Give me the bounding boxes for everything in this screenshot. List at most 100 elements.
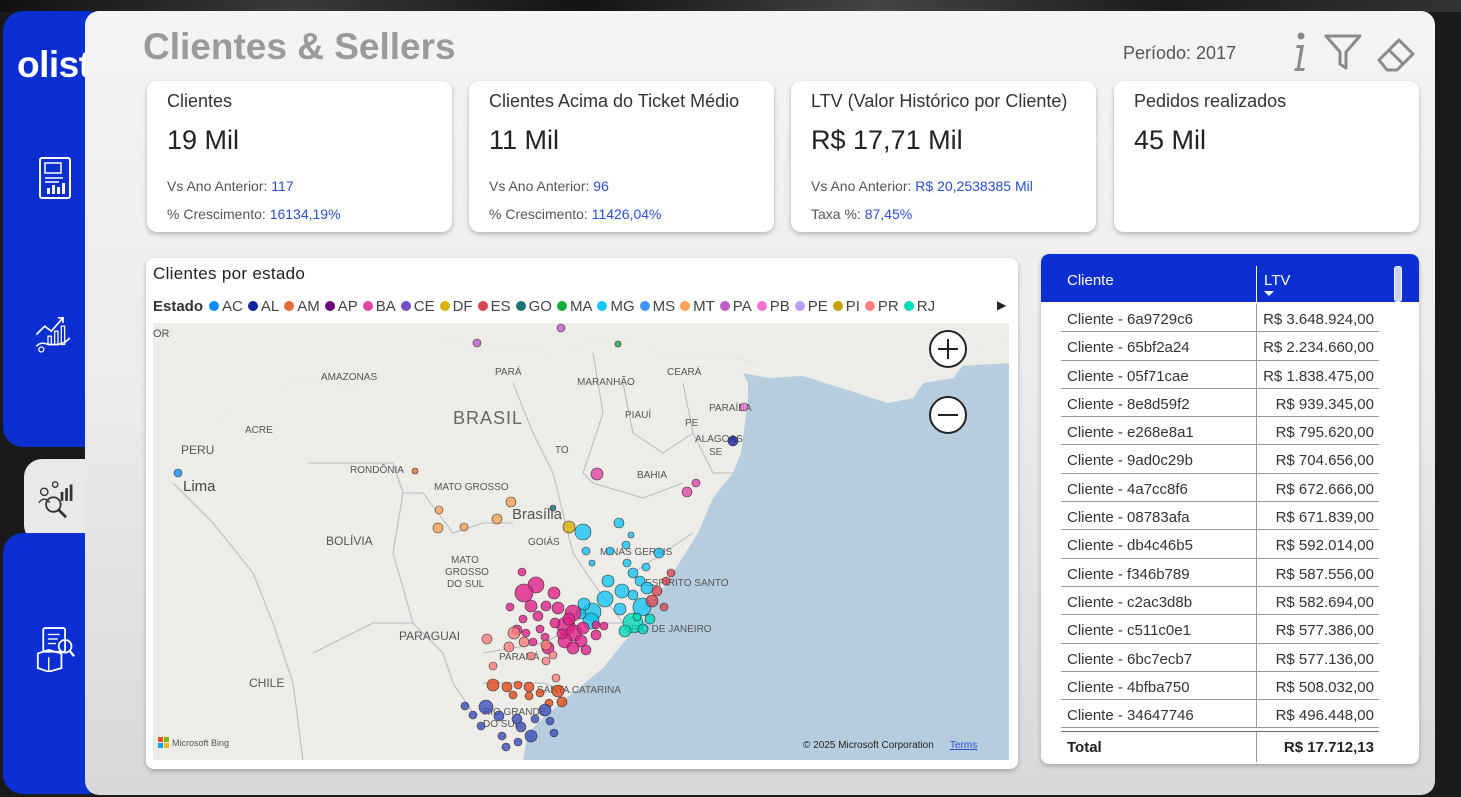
sort-desc-icon[interactable]: [1264, 291, 1274, 296]
map-bubble-sp[interactable]: [591, 620, 601, 630]
map-bubble-rs[interactable]: [497, 731, 507, 741]
map-bubble-mg[interactable]: [601, 574, 615, 588]
map-bubble-pr[interactable]: [503, 641, 515, 653]
map-bubble-mg[interactable]: [614, 583, 630, 599]
table-row[interactable]: Cliente - c511c0e1 R$ 577.386,00: [1061, 615, 1379, 644]
map-bubble-pr[interactable]: [488, 661, 498, 671]
map-bubble-es[interactable]: [666, 568, 676, 578]
legend-item-ms[interactable]: MS: [639, 298, 675, 315]
map-bubble-sp[interactable]: [556, 628, 568, 640]
map-bubble-rs[interactable]: [515, 721, 527, 733]
map-bubble-rs[interactable]: [501, 742, 511, 752]
map-bubble-rs[interactable]: [538, 703, 552, 717]
map-bubble-mg[interactable]: [627, 589, 639, 601]
map-bubble-sp[interactable]: [518, 614, 528, 624]
map-bubble-sp[interactable]: [590, 629, 602, 641]
map-bubble-sc[interactable]: [486, 678, 500, 692]
map-bubble-es[interactable]: [661, 576, 671, 586]
map-bubble-pb[interactable]: [739, 402, 749, 412]
map-bubble-pr[interactable]: [541, 656, 551, 666]
map-bubble-df[interactable]: [562, 520, 576, 534]
map-bubble-sc[interactable]: [556, 696, 568, 708]
map-bubble-ba[interactable]: [590, 467, 604, 481]
map-bubble-es[interactable]: [659, 602, 669, 612]
map-bubble-sp[interactable]: [524, 599, 538, 613]
map-bubble-rs[interactable]: [549, 728, 559, 738]
map-bubble-sp[interactable]: [535, 624, 545, 634]
map-bubble-sp[interactable]: [566, 641, 580, 655]
map-bubble-pr[interactable]: [551, 673, 561, 683]
legend-item-ap[interactable]: AP: [324, 298, 358, 315]
map-svg[interactable]: DOR AMAZONAS PARÁ MARANHÃO CEARÁ BRASIL …: [153, 323, 1009, 760]
table-row[interactable]: Cliente - 08783afa R$ 671.839,00: [1061, 502, 1379, 531]
map-bubble-rs[interactable]: [545, 716, 555, 726]
legend-item-mg[interactable]: MG: [597, 298, 635, 315]
map-bubble-es[interactable]: [645, 594, 659, 608]
map-bubble-rs[interactable]: [478, 699, 494, 715]
map-bubble-sp[interactable]: [514, 583, 534, 603]
map-bubble-mt[interactable]: [459, 522, 469, 532]
map-bubble-sp[interactable]: [576, 621, 590, 635]
map-bubble-rs[interactable]: [460, 701, 470, 711]
map-bubble-sc[interactable]: [508, 690, 518, 700]
legend-item-rj[interactable]: RJ: [903, 298, 935, 315]
legend-item-am[interactable]: AM: [284, 298, 320, 315]
table-row[interactable]: Cliente - db4c46b5 R$ 592.014,00: [1061, 530, 1379, 559]
map-bubble-rj[interactable]: [632, 612, 642, 622]
map-bubble-rs[interactable]: [524, 729, 538, 743]
map-bubble-sp[interactable]: [540, 600, 552, 612]
map-bubble-es[interactable]: [651, 585, 663, 597]
map-bubble-pr[interactable]: [540, 639, 552, 651]
table-row[interactable]: Cliente - 05f71cae R$ 1.838.475,00: [1061, 360, 1379, 389]
map-bubble-mg[interactable]: [574, 523, 592, 541]
map-bubble-mg[interactable]: [640, 581, 654, 595]
filter-icon[interactable]: [1323, 30, 1363, 74]
map-bubble-rj[interactable]: [618, 624, 632, 638]
table-row[interactable]: Cliente - 6a9729c6 R$ 3.648.924,00: [1061, 304, 1379, 333]
map-bubble-ba[interactable]: [681, 486, 693, 498]
map-bubble-sc[interactable]: [551, 684, 565, 698]
map-bubble-mg[interactable]: [653, 547, 665, 559]
eraser-icon[interactable]: [1375, 30, 1419, 74]
map-bubble-go[interactable]: [549, 504, 557, 512]
legend-item-ac[interactable]: AC: [209, 298, 243, 315]
map-bubble-rs[interactable]: [468, 710, 478, 720]
map-bubble-mt[interactable]: [432, 522, 444, 534]
legend-item-pb[interactable]: PB: [756, 298, 790, 315]
info-icon[interactable]: [1289, 30, 1311, 74]
table-row[interactable]: Cliente - 34647746 R$ 496.448,00: [1061, 700, 1379, 729]
map-bubble-pr[interactable]: [518, 636, 530, 648]
map-bubble-rs[interactable]: [493, 710, 505, 722]
legend-item-pr[interactable]: PR: [864, 298, 899, 315]
inventory-box-icon[interactable]: [36, 626, 76, 672]
legend-item-go[interactable]: GO: [515, 298, 552, 315]
legend-item-ce[interactable]: CE: [400, 298, 435, 315]
map-bubble-pr[interactable]: [481, 633, 493, 645]
map-bubble-mt[interactable]: [505, 496, 517, 508]
zoom-in-button[interactable]: [929, 330, 967, 368]
map-bubble-sp[interactable]: [580, 644, 592, 656]
map-bubble-rj[interactable]: [644, 613, 656, 625]
map-terms-link[interactable]: Terms: [950, 740, 977, 751]
map-bubble-sp[interactable]: [551, 601, 565, 615]
zoom-out-button[interactable]: [929, 396, 967, 434]
map-bubble-pa[interactable]: [556, 323, 566, 333]
map-bubble-pr[interactable]: [526, 651, 536, 661]
map-bubble-sp[interactable]: [599, 621, 609, 631]
table-row[interactable]: Cliente - 6bc7ecb7 R$ 577.136,00: [1061, 643, 1379, 672]
column-header-ltv[interactable]: LTV: [1264, 272, 1291, 289]
legend-item-df[interactable]: DF: [439, 298, 473, 315]
table-row[interactable]: Cliente - 4bfba750 R$ 508.032,00: [1061, 671, 1379, 701]
table-row[interactable]: Cliente - c2ac3d8b R$ 582.694,00: [1061, 586, 1379, 616]
map-bubble-sp[interactable]: [532, 610, 544, 622]
map-bubble-mg[interactable]: [622, 558, 632, 568]
table-row[interactable]: Cliente - f346b789 R$ 587.556,00: [1061, 558, 1379, 587]
table-scrollbar[interactable]: [1394, 266, 1402, 302]
map-bubble-mg[interactable]: [627, 567, 639, 579]
map-bubble-mg[interactable]: [621, 540, 631, 550]
map-bubble-sp[interactable]: [521, 628, 531, 638]
map-bubble-ac[interactable]: [173, 468, 183, 478]
map-bubble-sp[interactable]: [547, 586, 561, 600]
map-bubble-sp[interactable]: [528, 637, 538, 647]
legend-item-al[interactable]: AL: [247, 298, 279, 315]
